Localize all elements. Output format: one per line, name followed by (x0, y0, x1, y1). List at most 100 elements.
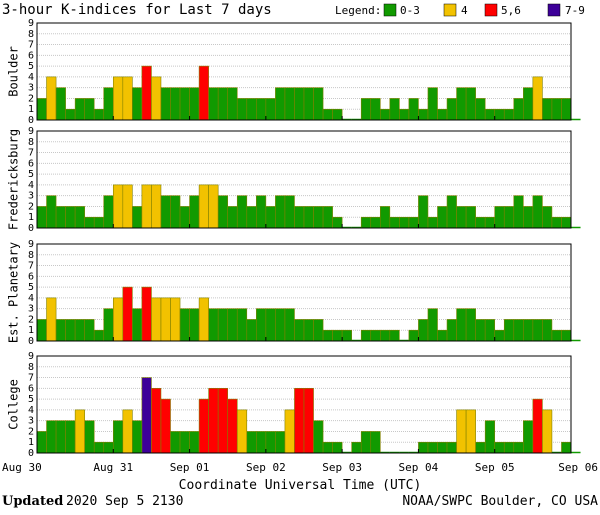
k-bar (523, 87, 534, 121)
k-bar (112, 297, 124, 342)
k-bar (370, 329, 381, 342)
y-tick-label: 8 (28, 250, 34, 261)
k-bar (284, 195, 295, 229)
k-bar (236, 308, 248, 342)
k-bar (189, 308, 200, 342)
k-bar (122, 409, 133, 454)
k-bar (475, 216, 486, 229)
k-bar (265, 206, 276, 229)
k-bar (427, 308, 438, 342)
x-date-label: Sep 02 (246, 461, 286, 474)
panel-label: Est. Planetary (7, 242, 21, 343)
k-bar (294, 319, 305, 342)
legend-label: Legend: (335, 4, 381, 17)
k-bar (418, 195, 429, 229)
k-bar (532, 195, 543, 229)
k-bar (561, 329, 572, 342)
k-bar (112, 420, 124, 454)
k-bar (456, 206, 467, 229)
k-bar (437, 441, 448, 454)
k-bar (408, 216, 419, 229)
k-bar (132, 420, 143, 454)
x-date-label: Sep 06 (558, 461, 598, 474)
k-bar (303, 87, 314, 121)
x-date-label: Sep 01 (170, 461, 210, 474)
k-bar (275, 308, 286, 342)
k-bar (46, 420, 57, 454)
y-tick-label: 8 (28, 137, 34, 148)
k-bar (93, 441, 105, 454)
k-bar (198, 184, 209, 229)
x-date-label: Sep 05 (475, 461, 515, 474)
k-bar (93, 216, 105, 229)
k-bar (198, 65, 209, 121)
k-bar (151, 388, 162, 454)
k-bar (65, 108, 76, 121)
k-bar (141, 286, 152, 342)
y-tick-label: 7 (28, 148, 34, 159)
k-bar (170, 431, 181, 454)
y-tick-label: 2 (28, 314, 34, 325)
panel-frame (36, 243, 572, 342)
k-bar (236, 98, 248, 121)
k-bar (465, 206, 476, 229)
k-bar (313, 319, 324, 342)
k-bar (465, 87, 476, 121)
k-bar (46, 297, 57, 342)
k-bar (74, 98, 85, 121)
k-bar (227, 398, 238, 454)
panel-label: College (7, 379, 21, 430)
k-bar (523, 319, 534, 342)
k-bar (275, 87, 286, 121)
panel-label: Fredericksburg (7, 129, 21, 230)
k-bar (523, 206, 534, 229)
k-bar (303, 319, 314, 342)
k-bar (208, 184, 219, 229)
k-bar (122, 286, 133, 342)
k-bar (542, 409, 553, 454)
k-bar (484, 216, 496, 229)
y-tick-label: 1 (28, 325, 34, 336)
k-bar (74, 319, 85, 342)
k-bar (456, 308, 467, 342)
y-tick-label: 3 (28, 83, 34, 94)
k-bar (294, 206, 305, 229)
k-bar (551, 216, 562, 229)
k-bar (46, 76, 57, 121)
k-bar (227, 87, 238, 121)
x-axis-label: Coordinate Universal Time (UTC) (179, 478, 422, 493)
y-tick-label: 7 (28, 373, 34, 384)
k-bar (122, 184, 133, 229)
k-bar (246, 319, 257, 342)
k-bar (399, 216, 410, 229)
y-tick-label: 6 (28, 50, 34, 61)
k-bar (437, 329, 448, 342)
k-bar (465, 409, 476, 454)
k-bar (446, 441, 457, 454)
y-tick-label: 6 (28, 271, 34, 282)
k-bar (74, 409, 85, 454)
k-bar (65, 420, 76, 454)
k-bar (427, 441, 438, 454)
footer-updated-value: 2020 Sep 5 2130 (66, 494, 183, 509)
k-bar (284, 308, 295, 342)
k-bar (475, 319, 486, 342)
k-bar (532, 76, 543, 121)
k-bar (265, 308, 276, 342)
k-bar (427, 87, 438, 121)
k-bar (103, 87, 114, 121)
k-bar (141, 377, 152, 454)
y-tick-label: 0 (28, 223, 34, 234)
k-bar (475, 98, 486, 121)
k-bar (446, 98, 457, 121)
k-bar (513, 441, 524, 454)
y-tick-label: 6 (28, 383, 34, 394)
k-bar (55, 206, 66, 229)
k-bar (561, 98, 572, 121)
k-bar (198, 297, 209, 342)
k-bar (532, 319, 543, 342)
